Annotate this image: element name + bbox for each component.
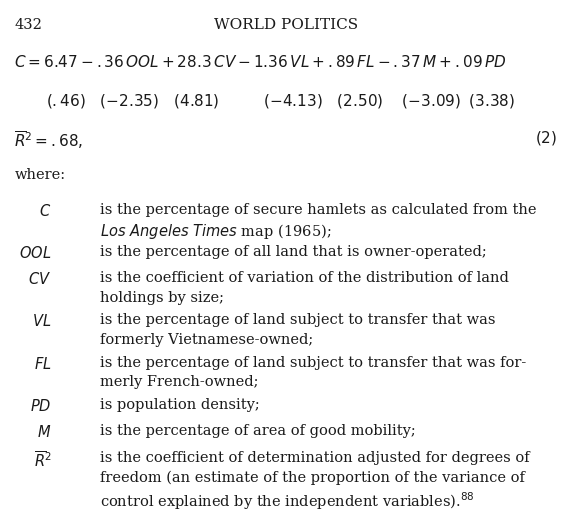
Text: $C = 6.47 - .36\,\mathit{OOL} + 28.3\,\mathit{CV} - 1.36\,\mathit{VL} + .89\,\ma: $C = 6.47 - .36\,\mathit{OOL} + 28.3\,\m… — [14, 54, 507, 70]
Text: $(2)$: $(2)$ — [535, 129, 558, 147]
Text: 432: 432 — [14, 18, 42, 32]
Text: holdings by size;: holdings by size; — [100, 291, 224, 305]
Text: $\mathit{C}$: $\mathit{C}$ — [39, 203, 51, 219]
Text: is the percentage of area of good mobility;: is the percentage of area of good mobili… — [100, 424, 416, 438]
Text: is the coefficient of variation of the distribution of land: is the coefficient of variation of the d… — [100, 271, 509, 285]
Text: control explained by the independent variables).$^{88}$: control explained by the independent var… — [100, 490, 475, 511]
Text: is the percentage of land subject to transfer that was for-: is the percentage of land subject to tra… — [100, 356, 526, 369]
Text: $\mathit{PD}$: $\mathit{PD}$ — [30, 398, 51, 413]
Text: $\mathit{CV}$: $\mathit{CV}$ — [29, 271, 51, 287]
Text: where:: where: — [14, 168, 65, 182]
Text: merly French-owned;: merly French-owned; — [100, 375, 259, 389]
Text: is the percentage of secure hamlets as calculated from the: is the percentage of secure hamlets as c… — [100, 203, 537, 216]
Text: $\overline{R}^2$: $\overline{R}^2$ — [34, 451, 51, 471]
Text: $\mathit{OOL}$: $\mathit{OOL}$ — [19, 245, 51, 261]
Text: formerly Vietnamese-owned;: formerly Vietnamese-owned; — [100, 333, 313, 347]
Text: $\mathit{FL}$: $\mathit{FL}$ — [34, 356, 51, 371]
Text: $\mathit{M}$: $\mathit{M}$ — [37, 424, 51, 440]
Text: $\mathit{Los\ Angeles\ Times}$ map (1965);: $\mathit{Los\ Angeles\ Times}$ map (1965… — [100, 222, 332, 241]
Text: is the percentage of land subject to transfer that was: is the percentage of land subject to tra… — [100, 313, 495, 327]
Text: WORLD POLITICS: WORLD POLITICS — [214, 18, 358, 32]
Text: is population density;: is population density; — [100, 398, 260, 411]
Text: $(.46)\quad (-2.35)\quad (4.81)\qquad\quad (-4.13)\quad (2.50)\quad\; (-3.09)\;\: $(.46)\quad (-2.35)\quad (4.81)\qquad\qu… — [46, 92, 515, 110]
Text: is the coefficient of determination adjusted for degrees of: is the coefficient of determination adju… — [100, 451, 530, 465]
Text: is the percentage of all land that is owner-operated;: is the percentage of all land that is ow… — [100, 245, 487, 259]
Text: $\mathit{VL}$: $\mathit{VL}$ — [32, 313, 51, 329]
Text: $\overline{R}^2 = .68,$: $\overline{R}^2 = .68,$ — [14, 129, 84, 151]
Text: freedom (an estimate of the proportion of the variance of: freedom (an estimate of the proportion o… — [100, 470, 525, 485]
